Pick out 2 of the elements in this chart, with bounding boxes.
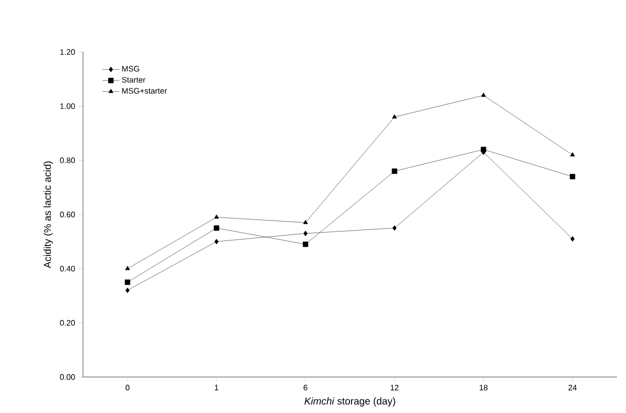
y-axis-title: Acidity (% as lactic acid) xyxy=(44,161,53,268)
x-axis-title: Kimchi storage (day) xyxy=(304,397,396,407)
